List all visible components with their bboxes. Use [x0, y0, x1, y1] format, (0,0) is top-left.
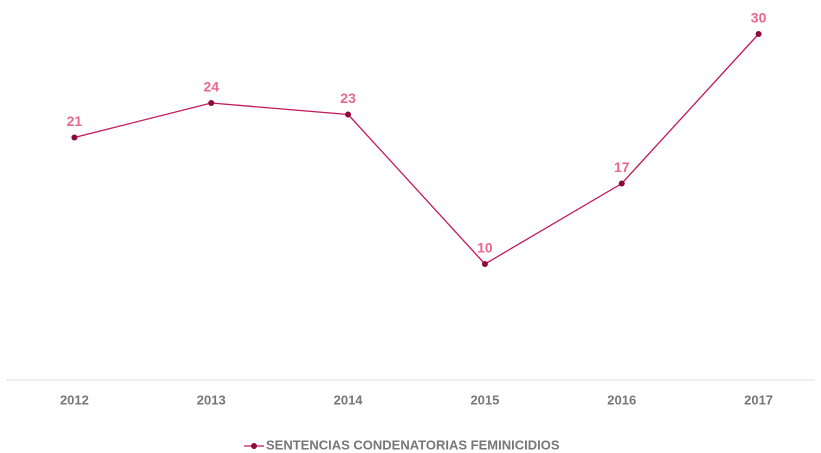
point	[618, 180, 625, 187]
point	[481, 261, 488, 267]
legend-marker	[251, 443, 257, 449]
point	[208, 100, 215, 106]
point	[345, 111, 352, 118]
x-tick-label: 2016	[607, 392, 636, 407]
x-tick-label: 2012	[60, 392, 89, 407]
data-label: 23	[340, 90, 356, 106]
x-tick-label: 2014	[334, 392, 364, 407]
x-tick-label: 2015	[470, 392, 499, 407]
data-label: 17	[614, 159, 630, 175]
x-tick-label: 2017	[744, 392, 773, 407]
point	[755, 31, 762, 37]
series-line	[74, 33, 760, 265]
data-label: 21	[67, 113, 83, 129]
point	[71, 134, 78, 141]
data-label: 24	[203, 79, 219, 95]
data-label: 10	[477, 240, 493, 256]
data-label: 30	[751, 10, 767, 26]
legend-label: SENTENCIAS CONDENATORIAS FEMINICIDIOS	[266, 437, 560, 452]
x-tick-label: 2013	[197, 392, 226, 407]
